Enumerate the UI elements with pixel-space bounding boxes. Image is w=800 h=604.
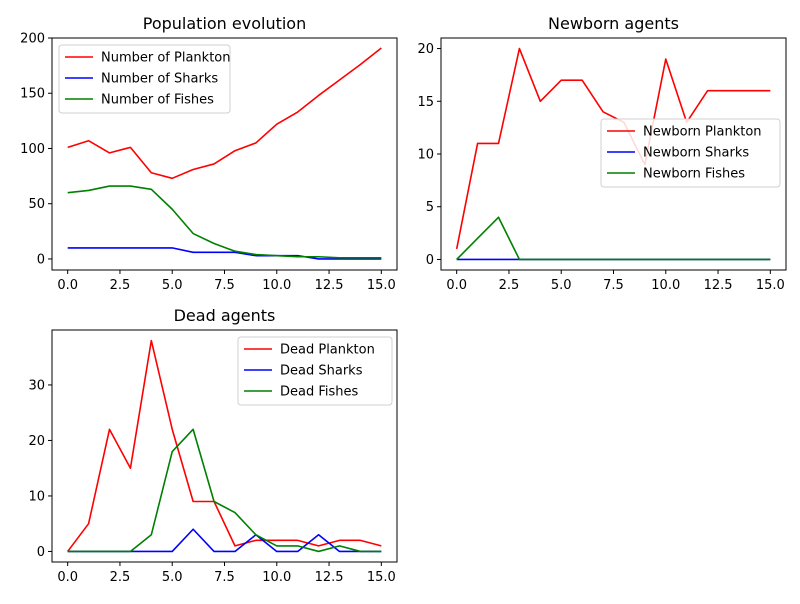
x-tick-label: 7.5 xyxy=(214,570,235,585)
series-line-number-of-plankton xyxy=(67,47,382,180)
legend: Dead Plankton Dead Sharks Dead Fishes xyxy=(237,336,393,406)
x-tick-label: 15.0 xyxy=(756,278,785,293)
legend-label-dead-fishes: Dead Fishes xyxy=(280,385,359,400)
y-tick-label: 0 xyxy=(37,545,45,560)
y-tick-label: 100 xyxy=(20,142,45,157)
y-tick-label: 5 xyxy=(426,200,434,215)
population-evolution-chart: Population evolution 0.0 2.5 5.0 7.5 10.0 12.… xyxy=(20,14,398,293)
x-tick-label: 2.5 xyxy=(499,278,520,293)
legend-label-number-of-fishes: Number of Fishes xyxy=(101,93,214,108)
x-tick-label: 12.5 xyxy=(315,570,344,585)
newborn-agents-chart: Newborn agents 0.0 2.5 5.0 7.5 10.0 12.5 15.0 0… xyxy=(417,14,787,293)
y-tick-label: 50 xyxy=(28,197,45,212)
x-tick-label: 15.0 xyxy=(367,570,396,585)
chart-title: Newborn agents xyxy=(548,14,679,33)
x-tick-label: 10.0 xyxy=(651,278,680,293)
y-tick-label: 20 xyxy=(28,434,45,449)
legend: Newborn Plankton Newborn Sharks Newborn Fi… xyxy=(600,118,781,188)
series-line-dead-sharks xyxy=(67,528,382,553)
x-tick-label: 10.0 xyxy=(262,278,291,293)
x-tick-label: 12.5 xyxy=(315,278,344,293)
series-line-number-of-sharks xyxy=(67,247,382,260)
x-tick-label: 12.5 xyxy=(704,278,733,293)
y-tick-label: 0 xyxy=(426,253,434,268)
y-tick-label: 20 xyxy=(417,42,434,57)
legend-label-newborn-plankton: Newborn Plankton xyxy=(643,125,762,140)
legend-label-number-of-plankton: Number of Plankton xyxy=(101,51,231,66)
x-tick-label: 7.5 xyxy=(603,278,624,293)
y-tick-label: 30 xyxy=(28,378,45,393)
x-tick-label: 0.0 xyxy=(57,278,78,293)
chart-title: Dead agents xyxy=(174,306,276,325)
series-line-newborn-plankton xyxy=(455,47,771,250)
y-tick-label: 10 xyxy=(417,148,434,163)
x-tick-label: 5.0 xyxy=(162,278,183,293)
x-tick-label: 5.0 xyxy=(162,570,183,585)
series-line-number-of-fishes xyxy=(67,185,382,259)
chart-title: Population evolution xyxy=(143,14,306,33)
x-tick-label: 15.0 xyxy=(367,278,396,293)
x-tick-label: 2.5 xyxy=(110,278,131,293)
legend-label-dead-sharks: Dead Sharks xyxy=(280,364,363,379)
y-tick-label: 10 xyxy=(28,489,45,504)
legend: Number of Plankton Number of Sharks Number… xyxy=(58,44,231,114)
y-tick-label: 150 xyxy=(20,87,45,102)
legend-box xyxy=(600,118,781,188)
legend-label-number-of-sharks: Number of Sharks xyxy=(101,72,218,87)
series-line-dead-fishes xyxy=(67,428,382,553)
x-tick-label: 0.0 xyxy=(446,278,467,293)
dead-agents-chart: Dead agents 0.0 2.5 5.0 7.5 10.0 12.5 15.0 0 10 2… xyxy=(28,306,398,585)
y-tick-label: 200 xyxy=(20,32,45,47)
x-tick-label: 10.0 xyxy=(262,570,291,585)
series-line-newborn-fishes xyxy=(456,216,771,261)
x-tick-label: 0.0 xyxy=(57,570,78,585)
legend-box xyxy=(237,336,393,406)
legend-label-newborn-sharks: Newborn Sharks xyxy=(643,146,749,161)
legend-box xyxy=(58,44,231,114)
x-tick-label: 2.5 xyxy=(110,570,131,585)
x-tick-label: 5.0 xyxy=(551,278,572,293)
y-tick-label: 0 xyxy=(37,252,45,267)
legend-label-dead-plankton: Dead Plankton xyxy=(280,343,375,358)
y-tick-label: 15 xyxy=(417,95,434,110)
legend-label-newborn-fishes: Newborn Fishes xyxy=(643,167,745,182)
x-tick-label: 7.5 xyxy=(214,278,235,293)
